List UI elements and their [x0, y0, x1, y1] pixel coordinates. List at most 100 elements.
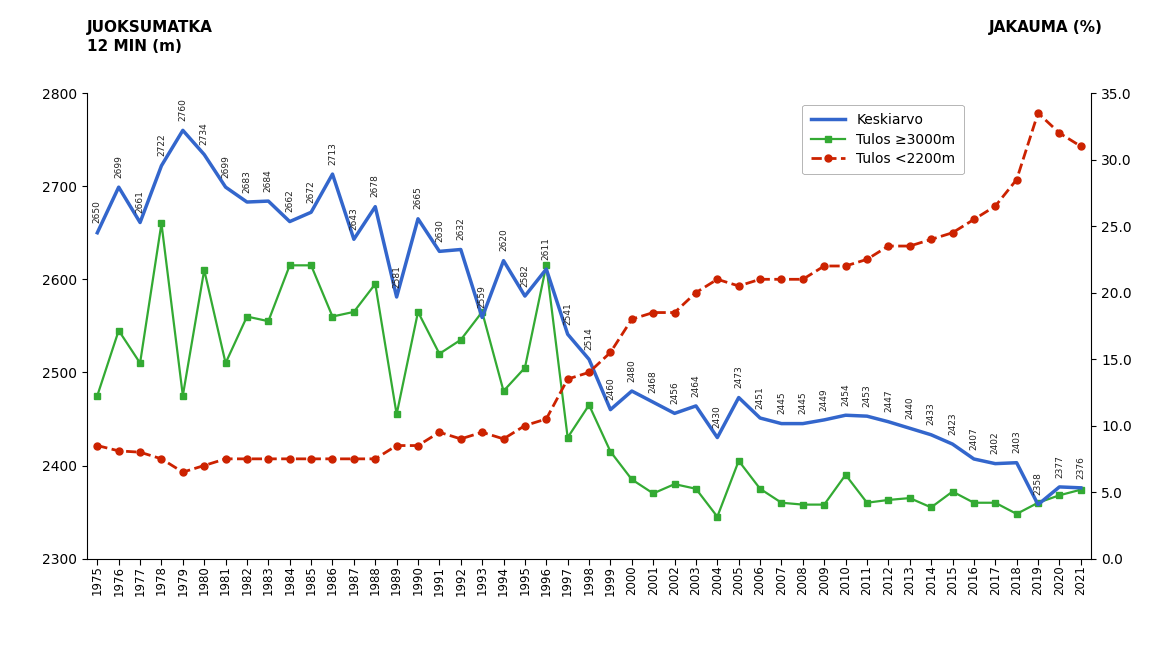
Tulos <2200m — [881, 242, 895, 250]
Text: 2433: 2433 — [926, 403, 936, 426]
Line: Tulos <2200m: Tulos <2200m — [94, 110, 1085, 475]
Tulos <2200m — [155, 455, 169, 463]
Keskiarvo — [881, 418, 895, 426]
Keskiarvo — [582, 355, 596, 363]
Text: 2440: 2440 — [906, 396, 915, 419]
Text: 2358: 2358 — [1034, 472, 1043, 495]
Tulos <2200m — [989, 202, 1003, 210]
Tulos ≥3000m — [625, 475, 639, 483]
Tulos ≥3000m — [604, 448, 618, 456]
Tulos ≥3000m — [710, 513, 724, 521]
Tulos ≥3000m — [283, 261, 297, 269]
Text: 2581: 2581 — [393, 265, 401, 288]
Tulos <2200m — [647, 309, 661, 317]
Keskiarvo — [176, 126, 189, 134]
Keskiarvo — [796, 420, 810, 428]
Tulos <2200m — [497, 435, 511, 443]
Text: 2456: 2456 — [670, 381, 679, 404]
Tulos <2200m — [732, 282, 746, 290]
Text: 2734: 2734 — [200, 122, 209, 145]
Keskiarvo — [710, 434, 724, 442]
Tulos <2200m — [690, 289, 703, 297]
Keskiarvo — [368, 203, 382, 211]
Tulos ≥3000m — [1031, 499, 1045, 507]
Keskiarvo — [475, 313, 489, 321]
Keskiarvo — [497, 257, 511, 265]
Tulos ≥3000m — [560, 434, 574, 442]
Text: 2447: 2447 — [884, 390, 893, 412]
Keskiarvo — [1009, 459, 1023, 467]
Tulos ≥3000m — [1074, 485, 1088, 493]
Tulos <2200m — [90, 442, 104, 450]
Text: JUOKSUMATKA
12 MIN (m): JUOKSUMATKA 12 MIN (m) — [87, 20, 213, 54]
Keskiarvo — [732, 394, 746, 402]
Tulos ≥3000m — [839, 471, 852, 479]
Tulos ≥3000m — [967, 499, 981, 507]
Tulos ≥3000m — [432, 350, 446, 358]
Keskiarvo — [198, 150, 211, 158]
Text: 2541: 2541 — [564, 302, 572, 325]
Text: 2662: 2662 — [285, 190, 295, 212]
Keskiarvo — [1052, 483, 1066, 491]
Keskiarvo — [346, 235, 360, 243]
Tulos <2200m — [946, 229, 960, 237]
Keskiarvo — [1074, 484, 1088, 492]
Keskiarvo — [860, 412, 874, 420]
Text: 2611: 2611 — [542, 237, 551, 260]
Tulos <2200m — [818, 262, 832, 270]
Text: 2514: 2514 — [584, 327, 594, 350]
Text: 2643: 2643 — [349, 207, 358, 230]
Text: 2559: 2559 — [478, 285, 486, 308]
Tulos ≥3000m — [133, 359, 147, 367]
Tulos <2200m — [411, 442, 425, 450]
Tulos ≥3000m — [90, 392, 104, 400]
Tulos <2200m — [625, 315, 639, 323]
Text: 2445: 2445 — [777, 392, 785, 414]
Text: 2672: 2672 — [306, 180, 315, 203]
Keskiarvo — [818, 416, 832, 424]
Keskiarvo — [261, 197, 275, 205]
Keskiarvo — [326, 170, 340, 178]
Keskiarvo — [668, 410, 681, 418]
Tulos ≥3000m — [668, 480, 681, 488]
Tulos <2200m — [539, 415, 553, 423]
Keskiarvo — [411, 215, 425, 223]
Tulos ≥3000m — [732, 457, 746, 465]
Tulos <2200m — [775, 275, 789, 283]
Text: 2665: 2665 — [413, 187, 423, 209]
Text: 2376: 2376 — [1076, 456, 1086, 479]
Text: 2480: 2480 — [627, 359, 636, 382]
Text: 2377: 2377 — [1055, 455, 1064, 477]
Text: 2464: 2464 — [692, 374, 700, 396]
Keskiarvo — [304, 208, 318, 216]
Text: 2473: 2473 — [735, 366, 743, 388]
Text: 2460: 2460 — [606, 378, 614, 400]
Keskiarvo — [903, 424, 917, 432]
Tulos ≥3000m — [240, 313, 254, 321]
Tulos ≥3000m — [989, 499, 1003, 507]
Tulos ≥3000m — [539, 261, 553, 269]
Tulos ≥3000m — [860, 499, 874, 507]
Tulos ≥3000m — [775, 499, 789, 507]
Text: 2684: 2684 — [263, 169, 273, 192]
Tulos ≥3000m — [497, 387, 511, 395]
Text: 2620: 2620 — [499, 229, 508, 251]
Text: 2661: 2661 — [135, 190, 144, 213]
Keskiarvo — [1031, 501, 1045, 509]
Tulos ≥3000m — [1052, 491, 1066, 499]
Tulos ≥3000m — [176, 392, 189, 400]
Tulos <2200m — [796, 275, 810, 283]
Tulos ≥3000m — [304, 261, 318, 269]
Tulos <2200m — [112, 447, 126, 455]
Tulos <2200m — [198, 462, 211, 469]
Tulos <2200m — [432, 428, 446, 436]
Keskiarvo — [775, 420, 789, 428]
Text: 2445: 2445 — [798, 392, 807, 414]
Tulos <2200m — [346, 455, 360, 463]
Tulos ≥3000m — [582, 401, 596, 409]
Tulos <2200m — [924, 235, 938, 243]
Text: 2760: 2760 — [178, 98, 187, 121]
Tulos <2200m — [326, 455, 340, 463]
Text: 2430: 2430 — [713, 406, 722, 428]
Tulos <2200m — [839, 262, 852, 270]
